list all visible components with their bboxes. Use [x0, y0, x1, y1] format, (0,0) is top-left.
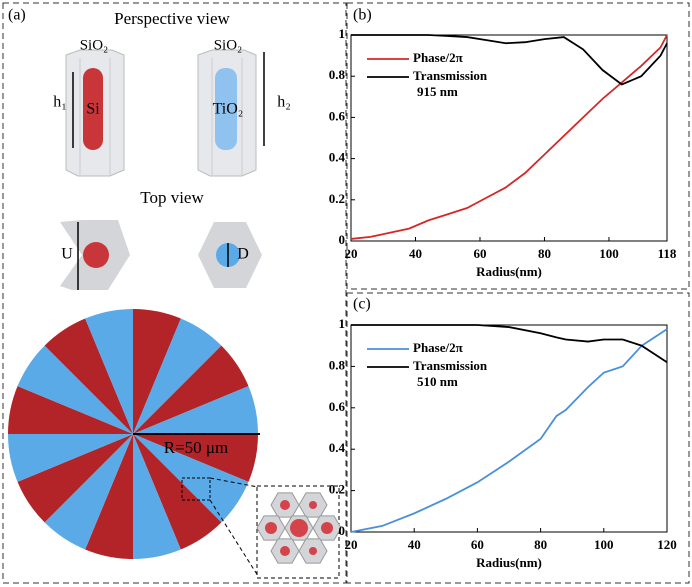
series-line [351, 324, 668, 364]
plot-frame [350, 324, 668, 533]
sector [133, 386, 258, 434]
panel-label: (c) [353, 296, 371, 313]
sector [133, 345, 249, 434]
x-tick-label: 118 [658, 246, 677, 261]
annotation: 510 nm [417, 374, 458, 389]
pillar-disk [309, 501, 317, 509]
y-tick-label: 0.8 [329, 357, 346, 372]
sector [44, 434, 134, 550]
x-tick-label: 40 [408, 537, 421, 552]
pillar-disk [280, 546, 290, 556]
diameter-label: D [237, 246, 249, 263]
pillar-tio2 [197, 49, 257, 177]
sector [133, 434, 249, 523]
pillar-disk [280, 500, 290, 510]
x-axis-label: Radius(nm) [476, 555, 542, 570]
core-label: Si [86, 101, 100, 118]
x-tick-label: 100 [594, 537, 614, 552]
sector [85, 309, 133, 434]
y-tick-label: 0.6 [329, 108, 346, 123]
pillar-si [65, 49, 125, 177]
series-line [350, 328, 668, 533]
sector [133, 434, 222, 550]
panel-label: (b) [353, 7, 372, 24]
metalens [8, 309, 258, 559]
y-tick-label: 0.4 [329, 150, 346, 165]
series-line [351, 34, 668, 86]
x-tick-label: 100 [599, 246, 619, 261]
sector [17, 345, 133, 434]
x-tick-label: 60 [471, 537, 484, 552]
sector [17, 434, 133, 523]
x-tick-label: 20 [345, 537, 358, 552]
y-tick-label: 0.2 [329, 191, 345, 206]
y-tick-label: 0 [339, 523, 346, 538]
y-tick-label: 1 [339, 316, 346, 331]
pillar-disk [290, 519, 308, 537]
sector [8, 386, 133, 434]
x-tick-label: 20 [345, 246, 358, 261]
panel-b-frame [346, 2, 690, 290]
width-label: U [61, 246, 73, 263]
y-tick-label: 0.2 [329, 482, 345, 497]
sector [133, 434, 258, 482]
legend-label: Transmission [413, 68, 488, 83]
legend-label: Transmission [413, 358, 488, 373]
zoom-line [209, 477, 259, 488]
sector [85, 434, 133, 559]
legend-label: Phase/2π [413, 50, 463, 65]
cap-label: SiO₂ [80, 37, 109, 53]
panel-a-frame [2, 2, 347, 584]
radius-label: R=50 μm [164, 438, 229, 457]
sector [133, 318, 222, 434]
y-tick-label: 0 [339, 232, 346, 247]
y-tick-label: 0.4 [329, 440, 346, 455]
x-tick-label: 60 [473, 246, 486, 261]
y-tick-label: 0.8 [329, 67, 346, 82]
cap-label: SiO₂ [214, 37, 243, 53]
annotation: 915 nm [417, 84, 458, 99]
x-tick-label: 120 [657, 537, 677, 552]
x-tick-label: 80 [538, 246, 551, 261]
sector [8, 434, 133, 482]
pillar-disk [309, 547, 317, 555]
sector [133, 309, 181, 434]
legend-label: Phase/2π [413, 340, 463, 355]
perspective-title: Perspective view [114, 9, 230, 28]
top-title: Top view [140, 188, 204, 207]
height-label: h₂ [277, 94, 291, 111]
sector [133, 434, 181, 559]
x-axis-label: Radius(nm) [476, 264, 542, 279]
pillar-disk [265, 522, 277, 534]
panel-label: (a) [8, 7, 26, 24]
pillar-disk [321, 522, 333, 534]
si-disk [83, 242, 109, 268]
x-tick-label: 80 [534, 537, 547, 552]
inset-cells [256, 492, 342, 564]
sector [44, 318, 134, 434]
y-tick-label: 0.6 [329, 399, 346, 414]
core-label: TiO₂ [213, 101, 244, 118]
height-label: h₁ [53, 94, 67, 111]
series-line [350, 34, 668, 240]
zoom-line [209, 499, 259, 577]
panel-c-frame [346, 292, 690, 584]
y-tick-label: 1 [339, 26, 346, 41]
plot-frame [350, 34, 668, 242]
x-tick-label: 40 [409, 246, 422, 261]
